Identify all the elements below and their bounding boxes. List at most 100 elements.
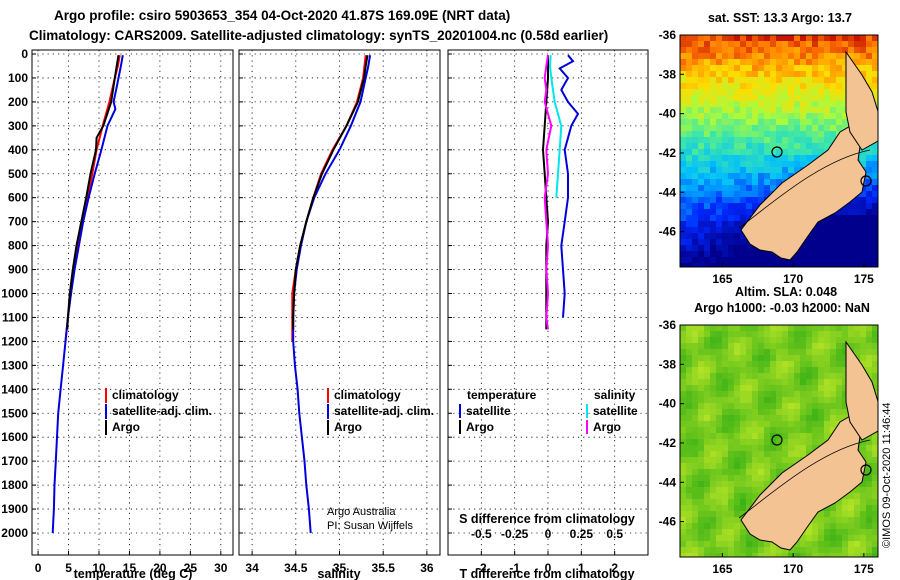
sst-cell (878, 155, 885, 162)
sst-cell (836, 221, 843, 228)
sla-cell (788, 349, 795, 356)
sst-cell (746, 167, 753, 174)
sla-cell (830, 421, 837, 428)
sla-cell (764, 553, 771, 557)
sst-cell (728, 53, 735, 60)
sla-cell (800, 361, 807, 368)
sst-cell (842, 83, 849, 90)
sla-cell (776, 463, 783, 470)
sla-cell (776, 439, 783, 446)
sla-cell (776, 331, 783, 338)
sst-cell (866, 227, 873, 234)
sla-cell (854, 547, 861, 554)
sla-cell (758, 559, 765, 566)
sla-cell (734, 367, 741, 374)
sst-cell (866, 203, 873, 210)
sst-cell (722, 101, 729, 108)
sla-cell (872, 445, 878, 452)
sla-cell (830, 325, 837, 332)
sla-cell (722, 445, 729, 452)
sla-cell (740, 367, 747, 374)
sst-cell (722, 35, 729, 42)
sla-cell (806, 391, 813, 398)
sst-cell (722, 203, 729, 210)
sla-cell (812, 373, 819, 380)
sla-cell (878, 343, 885, 350)
sst-cell (758, 155, 765, 162)
sst-cell (692, 203, 699, 210)
sst-cell (836, 269, 843, 276)
sla-cell (824, 409, 831, 416)
sst-cell (728, 65, 735, 72)
sst-cell (824, 89, 831, 96)
sla-cell (782, 409, 789, 416)
sla-cell (782, 343, 789, 350)
sst-cell (728, 263, 735, 267)
sst-cell (878, 59, 885, 66)
sst-cell (794, 149, 801, 156)
sla-cell (686, 469, 693, 476)
sla-cell (860, 541, 867, 548)
sst-cell (854, 53, 861, 60)
sst-cell (692, 155, 699, 162)
sla-cell (746, 337, 753, 344)
sla-cell (866, 349, 873, 356)
sla-cell (704, 547, 711, 554)
sla-cell (764, 475, 771, 482)
sst-cell (716, 215, 723, 222)
sla-cell (704, 373, 711, 380)
sst-cell (722, 83, 729, 90)
sla-cell (776, 379, 783, 386)
sla-cell (764, 373, 771, 380)
sla-cell (770, 337, 777, 344)
sla-cell (704, 367, 711, 374)
sst-cell (686, 251, 693, 258)
sst-cell (728, 227, 735, 234)
sst-cell (722, 209, 729, 216)
sst-cell (716, 89, 723, 96)
sla-cell (686, 535, 693, 542)
sst-cell (686, 149, 693, 156)
sst-cell (860, 191, 867, 198)
sla-cell (752, 457, 759, 464)
sla-cell (872, 355, 878, 362)
sla-cell (752, 547, 759, 554)
sst-cell (728, 179, 735, 186)
sst-cell (848, 221, 855, 228)
sst-cell (878, 221, 885, 228)
sst-cell (740, 209, 747, 216)
sst-cell (716, 221, 723, 228)
sst-cell (722, 41, 729, 48)
sla-cell (872, 529, 878, 536)
sst-cell (878, 203, 885, 210)
sla-cell (806, 379, 813, 386)
sst-cell (698, 53, 705, 60)
sla-cell (842, 355, 849, 362)
sst-cell (746, 65, 753, 72)
sla-cell (716, 439, 723, 446)
sla-cell (728, 427, 735, 434)
sla-cell (842, 523, 849, 530)
sla-cell (680, 421, 687, 428)
sst-cell (824, 119, 831, 126)
sst-cell (860, 215, 867, 222)
sla-cell (764, 343, 771, 350)
sst-cell (842, 89, 849, 96)
sst-cell (794, 53, 801, 60)
sst-cell (692, 209, 699, 216)
sla-cell (698, 421, 705, 428)
sla-cell (710, 373, 717, 380)
temperature-argo-line (66, 55, 120, 330)
sst-cell (734, 47, 741, 54)
sla-cell (806, 547, 813, 554)
legend-label-t-argo: Argo (466, 420, 494, 434)
sst-cell (692, 113, 699, 120)
map-x-tick-label: 175 (854, 272, 874, 286)
sla-cell (734, 457, 741, 464)
sst-cell (860, 185, 867, 192)
sla-cell (872, 469, 878, 476)
sla-cell (740, 433, 747, 440)
sla-cell (854, 343, 861, 350)
sla-cell (812, 409, 819, 416)
sst-cell (806, 71, 813, 78)
